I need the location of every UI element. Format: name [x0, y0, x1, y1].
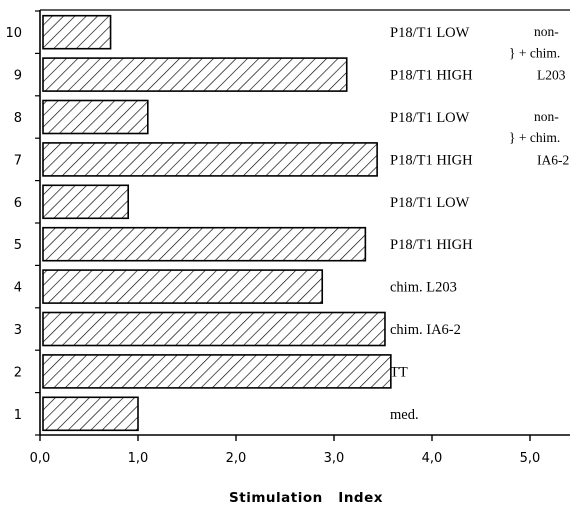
bar	[42, 14, 112, 50]
row-number: 8	[14, 111, 22, 126]
bar-label: P18/T1 LOW	[390, 195, 470, 211]
bar	[42, 396, 139, 432]
x-tick-label: 0,0	[30, 451, 51, 466]
bar-label: P18/T1 LOW	[390, 110, 470, 126]
bar	[42, 99, 149, 135]
group-label-bottom: L203	[537, 68, 566, 83]
chart-labels: 1 med. 2 TT 3 chim. IA6-2 4 chim. L203 5 P18/T1 H…	[5, 24, 569, 423]
row-number: 6	[14, 196, 22, 211]
x-tick-label: 5,0	[520, 451, 541, 466]
bar-label: med.	[390, 407, 419, 423]
bar	[42, 226, 367, 262]
x-tick-label: 2,0	[226, 451, 247, 466]
bar	[42, 57, 348, 92]
row-number: 4	[14, 281, 22, 296]
bar-label: P18/T1 HIGH	[390, 237, 473, 253]
bar	[42, 269, 324, 304]
group-label-top: non-	[534, 109, 559, 124]
row-number: 7	[14, 153, 22, 168]
group-label-bottom: IA6-2	[537, 152, 569, 167]
x-tick-label: 1,0	[128, 451, 149, 466]
row-number: 2	[14, 365, 22, 380]
bar-label: chim. L203	[390, 280, 457, 296]
bar-label: TT	[390, 364, 408, 380]
bar-label: chim. IA6-2	[390, 322, 461, 338]
bar	[42, 142, 378, 177]
bar-label: P18/T1 HIGH	[390, 152, 473, 168]
row-number: 3	[14, 323, 22, 338]
x-tick-label: 3,0	[324, 451, 345, 466]
group-label-brace: } + chim.	[509, 45, 560, 60]
bar	[42, 354, 392, 389]
row-number: 5	[14, 238, 22, 253]
chart-bars	[42, 14, 392, 432]
group-label-top: non-	[534, 24, 559, 39]
bar	[42, 184, 129, 220]
chart-axes: 0,0 1,0 2,0 3,0 4,0 5,0	[30, 9, 570, 466]
bar-label: P18/T1 LOW	[390, 25, 470, 41]
row-number: 1	[14, 408, 22, 423]
row-number: 9	[14, 69, 22, 84]
bar-label: P18/T1 HIGH	[390, 68, 473, 84]
x-axis-label: Stimulation Index	[229, 490, 383, 506]
group-label-brace: } + chim.	[509, 130, 560, 145]
x-tick-label: 4,0	[422, 451, 443, 466]
bar	[42, 311, 386, 347]
row-number: 10	[5, 26, 22, 41]
